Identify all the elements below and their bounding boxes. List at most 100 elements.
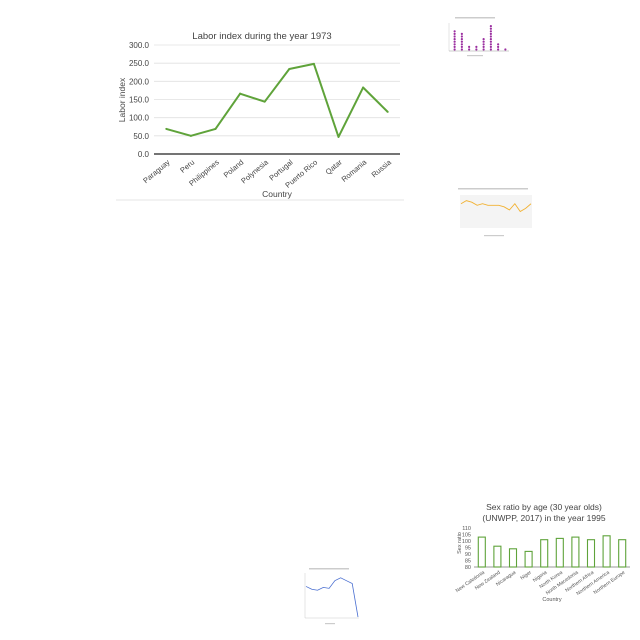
- bar: [555, 537, 564, 568]
- data-point: [214, 127, 217, 130]
- thumbnail-blue-line-chart: [304, 568, 359, 625]
- bar: [508, 548, 518, 568]
- data-dot: [497, 43, 500, 46]
- y-tick-label: 150.0: [129, 96, 150, 105]
- y-axis-label: Sex ratio: [457, 532, 463, 554]
- x-tick-label: Peru: [178, 158, 196, 175]
- y-axis-label: Labor index: [117, 77, 127, 122]
- x-axis-label: Country: [542, 597, 562, 603]
- chart-title-line-1: Sex ratio by age (30 year olds): [486, 502, 602, 512]
- thumbnail-orange-line-panel: [450, 185, 535, 240]
- thumbnail-title-placeholder: [455, 17, 495, 19]
- data-dot: [453, 48, 456, 51]
- y-tick-label: 85: [465, 559, 471, 565]
- thumbnail-plot-bg: [460, 195, 532, 228]
- labor-index-chart-panel: Labor index during the year 1973 0.0 50.0…: [110, 20, 410, 210]
- data-dot: [497, 45, 500, 48]
- blue-series-line: [305, 577, 359, 618]
- data-dot: [475, 45, 478, 48]
- labor-index-series-line: [166, 62, 389, 138]
- data-dot: [453, 45, 456, 48]
- data-dot: [489, 40, 492, 43]
- x-tick-label: Niger: [520, 570, 534, 582]
- data-point: [288, 67, 291, 70]
- bar: [524, 550, 533, 568]
- data-dot: [489, 45, 492, 48]
- bar: [586, 539, 596, 568]
- x-tick-label: Qatar: [324, 157, 345, 176]
- data-dot: [489, 43, 492, 46]
- bar: [540, 539, 549, 568]
- x-tick-label: Russia: [370, 157, 394, 179]
- data-point: [189, 134, 192, 137]
- x-axis-label: Country: [262, 189, 293, 199]
- x-tick-label: Polynesia: [239, 157, 270, 185]
- x-tick-label: Paraguay: [141, 157, 172, 185]
- chart-title-line-2: (UNWPP, 2017) in the year 1995: [482, 513, 605, 523]
- bar: [477, 536, 486, 568]
- bar: [618, 539, 627, 568]
- data-dot: [460, 45, 463, 48]
- data-dot: [482, 43, 485, 46]
- data-dot: [482, 45, 485, 48]
- data-dot: [482, 38, 485, 41]
- chart-title: Labor index during the year 1973: [192, 31, 331, 42]
- y-tick-label: 50.0: [133, 132, 149, 141]
- thumbnail-dot-chart-panel: [437, 15, 512, 60]
- data-point: [362, 86, 365, 89]
- thumbnail-dot-chart: [448, 17, 509, 57]
- data-point: [337, 135, 340, 138]
- data-dot: [460, 32, 463, 35]
- data-point: [312, 62, 315, 65]
- data-dot: [453, 30, 456, 33]
- y-tick-label: 90: [465, 552, 471, 558]
- data-dot: [489, 25, 492, 28]
- y-tick-label: 105: [462, 533, 471, 539]
- data-dot: [497, 48, 500, 51]
- y-tick-label: 100.0: [129, 114, 150, 123]
- thumbnail-orange-line-chart: [458, 188, 532, 237]
- data-dot: [489, 27, 492, 30]
- y-tick-label: 250.0: [129, 59, 150, 68]
- thumbnail-title-placeholder: [309, 568, 349, 570]
- data-dot: [489, 32, 492, 35]
- data-dot: [489, 30, 492, 33]
- y-tick-label: 80: [465, 565, 471, 571]
- data-dot: [468, 45, 471, 48]
- thumbnail-title-placeholder: [458, 188, 528, 190]
- sex-ratio-chart: Sex ratio by age (30 year olds) (UNWPP, …: [455, 502, 630, 603]
- data-dot: [460, 43, 463, 46]
- data-dot: [468, 48, 471, 51]
- data-dot: [489, 35, 492, 38]
- thumbnail-xlabel-placeholder: [484, 235, 504, 237]
- data-dot: [482, 48, 485, 51]
- data-dot: [453, 35, 456, 38]
- data-point: [165, 127, 168, 130]
- y-tick-label: 95: [465, 546, 471, 552]
- data-dot: [475, 48, 478, 51]
- data-dot: [460, 40, 463, 43]
- y-tick-label: 0.0: [138, 150, 150, 159]
- data-dot: [460, 35, 463, 38]
- data-point: [239, 92, 242, 95]
- data-dot: [460, 48, 463, 51]
- data-dot: [489, 48, 492, 51]
- data-dot: [460, 38, 463, 41]
- thumbnail-xlabel-placeholder: [325, 623, 335, 625]
- data-dot: [453, 32, 456, 35]
- sex-ratio-chart-panel: Sex ratio by age (30 year olds) (UNWPP, …: [440, 495, 635, 610]
- data-dot: [453, 38, 456, 41]
- bar: [602, 535, 611, 568]
- y-tick-label: 100: [462, 539, 471, 545]
- thumbnail-blue-line-panel: [293, 565, 363, 627]
- bar: [493, 545, 502, 568]
- bar: [571, 536, 580, 568]
- data-dot: [482, 40, 485, 43]
- thumbnail-xlabel-placeholder: [467, 55, 483, 57]
- orange-series-line: [460, 200, 532, 213]
- y-tick-label: 300.0: [129, 41, 150, 50]
- y-tick-label: 110: [462, 526, 471, 532]
- data-point: [386, 110, 389, 113]
- data-dot: [504, 48, 507, 51]
- y-tick-label: 200.0: [129, 77, 150, 86]
